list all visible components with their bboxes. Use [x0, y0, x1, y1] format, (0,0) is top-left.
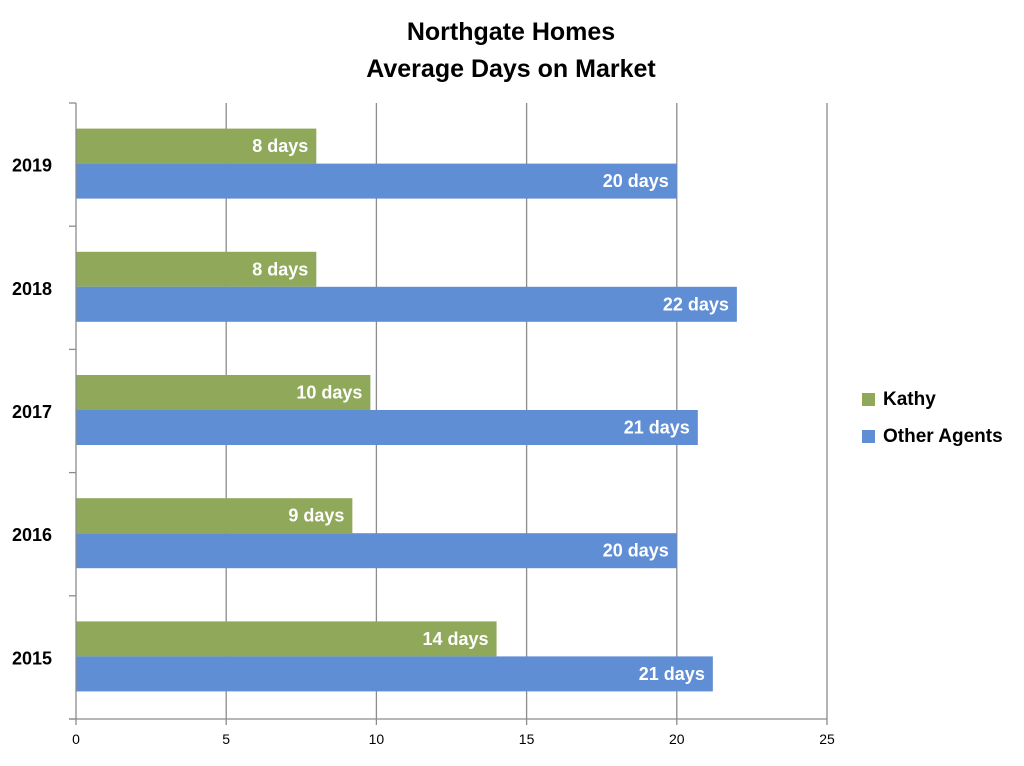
x-tick-label: 5	[222, 731, 230, 747]
bar-data-label: 8 days	[252, 259, 308, 279]
bar-data-label: 21 days	[624, 418, 690, 438]
bar-data-label: 10 days	[296, 383, 362, 403]
labels: 0 5 10 15 20 25 14 days 21 days 2015 9 days 20 day…	[12, 136, 835, 747]
bar-kathy	[76, 128, 317, 164]
y-category-label: 2017	[12, 402, 52, 422]
chart-title-line-2: Average Days on Market	[366, 55, 656, 83]
bar-other-agents	[76, 656, 713, 692]
legend-label: Kathy	[883, 389, 936, 410]
bar-kathy	[76, 498, 353, 534]
x-tick-label: 15	[519, 731, 535, 747]
bar-kathy	[76, 251, 317, 287]
bar-data-label: 14 days	[422, 629, 488, 649]
bar-data-label: 8 days	[252, 136, 308, 156]
y-category-label: 2018	[12, 279, 52, 299]
bars	[76, 128, 737, 692]
y-category-label: 2015	[12, 648, 52, 668]
bar-other-agents	[76, 410, 698, 445]
x-tick-label: 0	[72, 731, 80, 747]
legend-swatch	[862, 393, 875, 406]
bar-kathy	[76, 621, 497, 657]
bar-data-label: 22 days	[663, 294, 729, 314]
axes	[69, 102, 828, 725]
bar-other-agents	[76, 533, 677, 569]
x-tick-label: 25	[819, 731, 835, 747]
x-tick-label: 10	[369, 731, 385, 747]
x-tick-label: 20	[669, 731, 685, 747]
legend-swatch	[862, 430, 875, 443]
y-category-label: 2016	[12, 525, 52, 545]
legend: Kathy Other Agents	[862, 389, 1003, 447]
bar-data-label: 9 days	[288, 506, 344, 526]
chart-title-line-1: Northgate Homes	[407, 18, 615, 46]
y-category-label: 2019	[12, 156, 52, 176]
bar-other-agents	[76, 286, 737, 322]
bar-kathy	[76, 375, 371, 410]
legend-label: Other Agents	[883, 426, 1003, 447]
bar-data-label: 21 days	[639, 664, 705, 684]
bar-other-agents	[76, 163, 677, 199]
bar-data-label: 20 days	[603, 171, 669, 191]
bar-data-label: 20 days	[603, 541, 669, 561]
